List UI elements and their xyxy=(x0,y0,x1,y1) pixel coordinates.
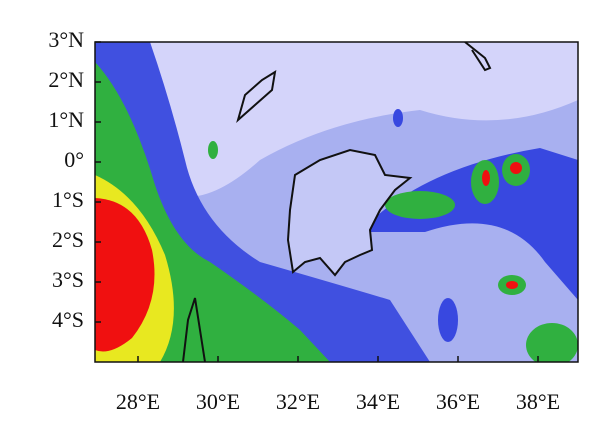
contour-field xyxy=(95,42,578,362)
x-tick-label: 34°E xyxy=(356,389,400,414)
y-tick-label: 2°N xyxy=(48,67,84,92)
y-tick-label: 2°S xyxy=(52,227,84,252)
y-tick-label: 3°S xyxy=(52,267,84,292)
x-tick-label: 38°E xyxy=(516,389,560,414)
y-tick-label: 4°S xyxy=(52,307,84,332)
y-tick-label: 1°S xyxy=(52,187,84,212)
y-tick-label: 1°N xyxy=(48,107,84,132)
x-tick-label: 36°E xyxy=(436,389,480,414)
y-tick-label: 3°N xyxy=(48,27,84,52)
x-tick-label: 32°E xyxy=(276,389,320,414)
y-tick-label: 0° xyxy=(64,147,84,172)
x-tick-label: 28°E xyxy=(116,389,160,414)
x-tick-label: 30°E xyxy=(196,389,240,414)
